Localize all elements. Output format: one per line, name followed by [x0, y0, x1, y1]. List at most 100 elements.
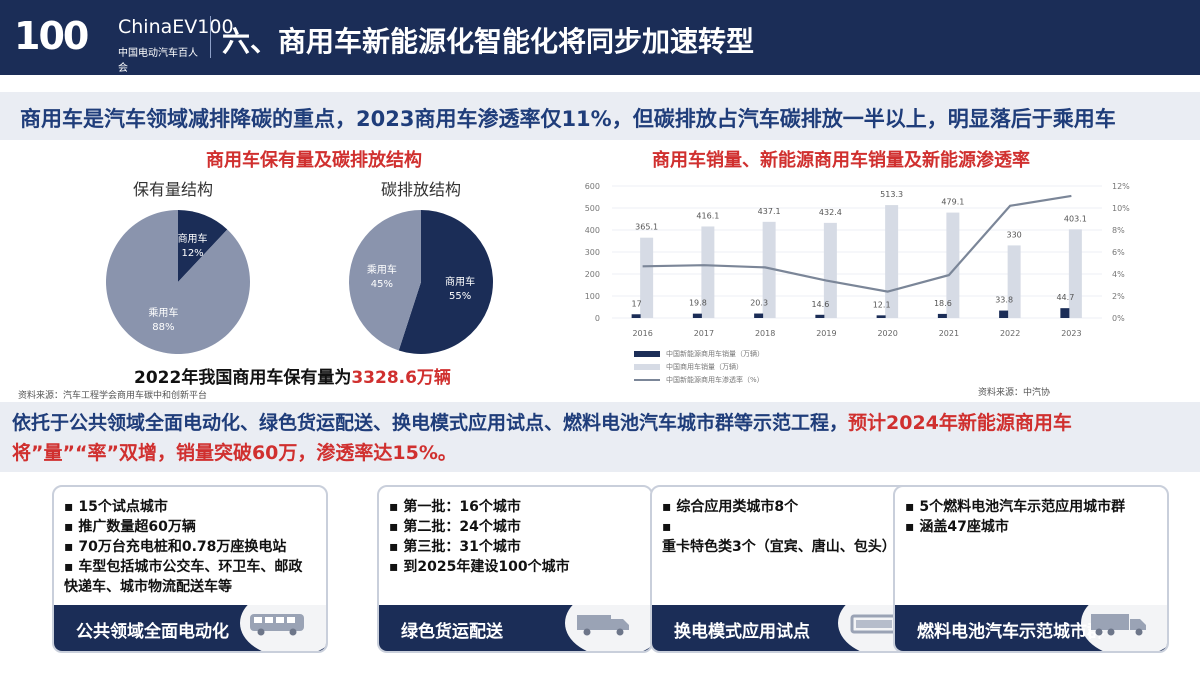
project-card: 15个试点城市推广数量超60万辆70万台充电桩和0.78万座换电站车型包括城市公… [52, 485, 328, 653]
y-tick-label: 100 [585, 292, 600, 301]
pie-slice-name: 乘用车 [367, 263, 397, 276]
legend-swatch [634, 364, 660, 370]
bar-total-label: 479.1 [941, 198, 964, 207]
card-bullet-list: 15个试点城市推广数量超60万辆70万台充电桩和0.78万座换电站车型包括城市公… [64, 497, 312, 597]
bar-total-sales [946, 212, 960, 318]
y2-tick-label: 8% [1112, 226, 1125, 235]
bar-nev-label: 44.7 [1056, 293, 1074, 302]
pie-slice-name: 商用车 [445, 275, 475, 288]
truck-icon [1091, 614, 1146, 636]
pie-slice-0 [398, 210, 493, 354]
card-bullet-item: 车型包括城市公交车、环卫车、邮政快递车、城市物流配送车等 [64, 557, 312, 597]
project-card: 5个燃料电池汽车示范应用城市群涵盖47座城市燃料电池汽车示范城市群 [893, 485, 1169, 653]
headline-text: 商用车是汽车领域减排降碳的重点，2023商用车渗透率仅11%，但碳排放占汽车碳排… [20, 107, 1116, 131]
bar-nev-label: 12.1 [873, 300, 891, 309]
y2-tick-label: 4% [1112, 270, 1125, 279]
card-bullet-list: 5个燃料电池汽车示范应用城市群涵盖47座城市 [905, 497, 1153, 537]
pie-slice-0 [178, 210, 228, 282]
bus-icon [250, 614, 304, 636]
card-footer: 公共领域全面电动化 [54, 589, 326, 651]
card-footer-label: 绿色货运配送 [401, 622, 503, 642]
policy-band [0, 402, 1200, 472]
legend-swatch [634, 351, 660, 357]
bar-nev-label: 14.6 [811, 300, 829, 309]
y-tick-label: 500 [585, 204, 600, 213]
x-tick-label: 2019 [816, 329, 836, 338]
fleet-note-value: 3328.6万辆 [351, 368, 451, 388]
x-tick-label: 2017 [694, 329, 714, 338]
pie1-title: 保有量结构 [133, 180, 214, 199]
card-bullet-item: 第二批：24个城市 [389, 517, 637, 537]
y-tick-label: 200 [585, 270, 600, 279]
card-bullet-item: 15个试点城市 [64, 497, 312, 517]
van-icon [577, 615, 629, 636]
bar-total-label: 416.1 [696, 211, 719, 220]
pie-slice-label: 12% [181, 248, 203, 259]
pie-slice-1 [106, 210, 251, 354]
card-bullet-item: 第三批：31个城市 [389, 537, 637, 557]
x-tick-label: 2023 [1061, 329, 1081, 338]
headline-band [0, 92, 1200, 140]
card-footer-label: 换电模式应用试点 [674, 622, 810, 642]
x-tick-label: 2020 [877, 329, 897, 338]
bar-total-sales [1068, 229, 1082, 318]
card-footer: 绿色货运配送 [379, 589, 651, 651]
logo-subtitle: 中国电动汽车百人会 [118, 48, 198, 74]
penetration-line [642, 194, 1072, 293]
legend-label: 中国商用车销量（万辆） [666, 362, 743, 371]
right-chart-title: 商用车销量、新能源商用车销量及新能源渗透率 [652, 150, 1030, 171]
y2-tick-label: 6% [1112, 248, 1125, 257]
bar-nev-sales [754, 313, 764, 318]
bar-nev-label: 19.8 [689, 299, 707, 308]
bar-nev-sales [876, 315, 886, 318]
policy-text-3: 商用车将”量”“率”双增，销量突破60万，渗透率达15%。 [12, 412, 1072, 464]
legend-label: 中国新能源商用车销量（万辆） [666, 349, 764, 358]
card-footer: 燃料电池汽车示范城市群 [895, 589, 1167, 651]
policy-highlight: 预计2024年新能源 [848, 412, 1015, 434]
x-tick-label: 2021 [939, 329, 959, 338]
bar-total-sales [701, 226, 715, 318]
bar-total-label: 513.3 [880, 190, 903, 199]
fleet-note: 2022年我国商用车保有量为3328.6万辆 [134, 363, 451, 388]
card-bullet-item: 第一批：16个城市 [389, 497, 637, 517]
x-tick-label: 2022 [1000, 329, 1020, 338]
pie-slice-label: 45% [371, 279, 393, 290]
bar-nev-label: 18.6 [934, 299, 952, 308]
pie-emission-structure: 商用车 55% 乘用车 45% [348, 210, 493, 354]
bar-total-label: 432.4 [819, 208, 842, 217]
pie-slice-name: 商用车 [178, 232, 208, 245]
card-footer: 换电模式应用试点 [652, 589, 924, 651]
card-bullet-item: 涵盖47座城市 [905, 517, 1153, 537]
bar-total-sales [823, 222, 837, 318]
bar-nev-label: 17 [632, 299, 642, 308]
pie-slice-label: 55% [449, 291, 471, 302]
bar-total-label: 330 [1006, 230, 1021, 239]
bar-total-label: 437.1 [758, 207, 781, 216]
bar-nev-label: 33.8 [995, 296, 1013, 305]
y2-tick-label: 2% [1112, 292, 1125, 301]
bar-total-sales [1007, 245, 1021, 318]
pie-slice-1 [348, 210, 421, 351]
project-card: 第一批：16个城市第二批：24个城市第三批：31个城市到2025年建设100个城… [377, 485, 653, 653]
page-title: 六、商用车新能源化智能化将同步加速转型 [222, 25, 755, 58]
x-tick-label: 2016 [632, 329, 652, 338]
card-footer-label: 燃料电池汽车示范城市群 [917, 622, 1104, 642]
fleet-note-prefix: 2022年我国商用车保有量为 [134, 368, 352, 388]
card-bullet-item: 到2025年建设100个城市 [389, 557, 637, 577]
header-bar: 100 ChinaEV100 中国电动汽车百人会 六、商用车新能源化智能化将同步… [0, 0, 1200, 75]
card-bullet-item: 70万台充电桩和0.78万座换电站 [64, 537, 312, 557]
bar-nev-sales [937, 313, 947, 318]
bar-nev-sales [815, 314, 825, 318]
pie-slice-label: 88% [152, 322, 174, 333]
bar-total-sales [762, 221, 776, 318]
project-card: 综合应用类城市8个重卡特色类3个（宜宾、唐山、包头） 换电模式应用试点 [650, 485, 926, 653]
bar-nev-label: 20.3 [750, 299, 768, 308]
y2-tick-label: 12% [1112, 182, 1130, 191]
bar-total-sales [640, 237, 654, 318]
policy-text: 依托于公共领域全面电动化、绿色货运配送、换电模式应用试点、燃料电池汽车城市群等示… [12, 408, 1192, 468]
card-bullet-item: 推广数量超60万辆 [64, 517, 312, 537]
logo-brand: ChinaEV100 [118, 16, 234, 38]
pie2-title: 碳排放结构 [381, 180, 462, 199]
header-divider [210, 16, 211, 58]
